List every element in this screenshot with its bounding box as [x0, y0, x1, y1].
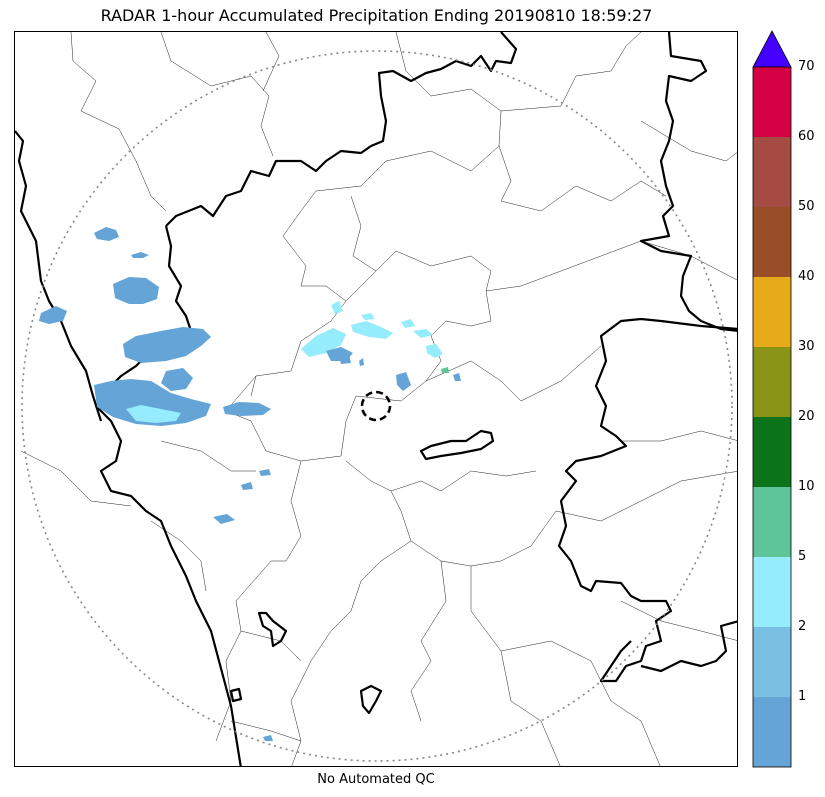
qc-status-label: No Automated QC	[317, 772, 435, 787]
colorbar-segment	[753, 557, 791, 627]
colorbar-tick-label: 50	[798, 199, 815, 214]
echo-center-12	[339, 354, 351, 364]
colorbar-segment	[753, 207, 791, 277]
echo-west-11	[213, 514, 235, 524]
echo-center-5	[361, 313, 375, 320]
colorbar-segment	[753, 627, 791, 697]
echo-west-12	[259, 469, 271, 476]
range-ring	[21, 50, 733, 762]
colorbar-outline	[752, 66, 792, 768]
colorbar-tick-label: 5	[798, 549, 807, 564]
colorbar-tick-label: 2	[798, 619, 807, 634]
colorbar-tick-label: 70	[798, 59, 815, 74]
precip-colorbar	[752, 30, 792, 768]
colorbar-tick-label: 60	[798, 129, 815, 144]
colorbar-segment	[753, 347, 791, 417]
echo-center-4	[331, 301, 343, 314]
echo-west-4	[39, 306, 67, 324]
colorbar-segment	[753, 67, 791, 137]
echo-center-3	[351, 321, 393, 339]
colorbar-tick-label: 20	[798, 409, 815, 424]
echo-center-11	[453, 373, 461, 381]
echo-west-7	[94, 379, 211, 426]
colorbar-segment	[753, 417, 791, 487]
precipitation-echoes	[39, 227, 461, 741]
colorbar-tick-label: 1	[798, 689, 807, 704]
echo-center-8	[426, 344, 443, 358]
echo-south	[263, 735, 273, 741]
echo-center-9	[396, 372, 411, 391]
colorbar-tick-label: 10	[798, 479, 815, 494]
colorbar-tick-label: 30	[798, 339, 815, 354]
echo-center-6	[401, 319, 415, 328]
map-title: RADAR 1-hour Accumulated Precipitation E…	[100, 6, 653, 25]
echo-center-7	[413, 329, 433, 338]
echo-center-10	[441, 367, 449, 373]
echo-west-3	[113, 277, 159, 304]
echo-west-10	[241, 482, 253, 490]
state-boundaries	[15, 32, 737, 766]
echo-center-13	[359, 358, 364, 366]
radar-map[interactable]	[14, 31, 738, 767]
colorbar-over-arrow	[752, 30, 792, 68]
echo-west-6	[161, 368, 193, 391]
colorbar-segments	[753, 67, 791, 767]
colorbar-segment	[753, 137, 791, 207]
echo-west-1	[94, 227, 119, 241]
colorbar-segment	[753, 697, 791, 767]
radar-site-marker	[360, 390, 392, 422]
echo-center-1	[301, 328, 346, 357]
colorbar-segment	[753, 277, 791, 347]
district-boundaries	[20, 32, 737, 766]
echo-west-8	[126, 405, 181, 423]
echo-west-9	[223, 402, 271, 416]
echo-west-5	[123, 327, 211, 363]
colorbar-tick-label: 40	[798, 269, 815, 284]
echo-west-2	[131, 252, 149, 258]
radar-map-svg	[15, 32, 737, 766]
colorbar-segment	[753, 487, 791, 557]
